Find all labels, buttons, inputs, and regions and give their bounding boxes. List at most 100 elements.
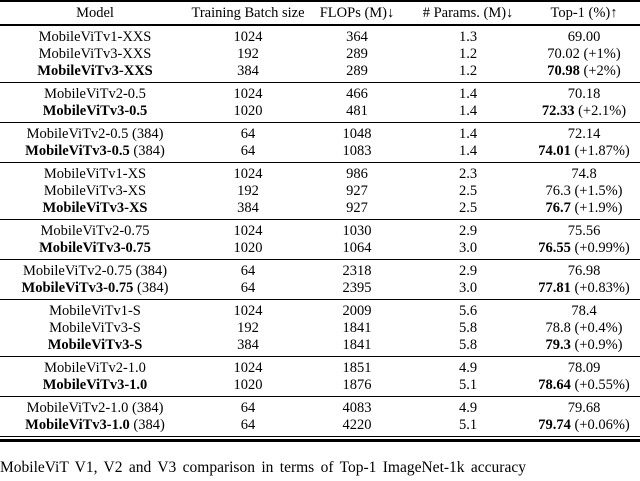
- top1-value: 72.33: [541, 102, 575, 119]
- cell-top1: 74.01 (+1.87%): [528, 143, 640, 163]
- cell-model: MobileViTv3-0.75: [0, 240, 190, 260]
- cell-batch-size: 1020: [233, 102, 263, 119]
- top1-value: 76.98: [567, 262, 601, 279]
- top1-value: 75.56: [567, 222, 601, 239]
- cell-model: MobileViTv3-0.75 (384): [0, 280, 190, 300]
- cell-params: 3.0: [458, 279, 478, 296]
- col-header-top1: Top-1 (%)↑: [550, 4, 618, 21]
- cell-flops: 1841: [342, 336, 372, 353]
- table-row: MobileViTv3-XXS 192 289 1.2 70.02 (+1%): [0, 46, 640, 63]
- model-name: MobileViTv2-0.75: [40, 222, 150, 239]
- cell-model: MobileViTv2-0.5: [0, 83, 190, 103]
- cell-top1: 70.18: [528, 83, 640, 103]
- cell-params: 5.1: [458, 416, 478, 433]
- model-name: MobileViTv3-S: [49, 319, 141, 336]
- model-name: MobileViTv2-1.0: [26, 399, 129, 416]
- header-row: Model Training Batch size FLOPs (M)↓ # P…: [0, 1, 640, 25]
- cell-params: 1.4: [458, 125, 478, 142]
- cell-flops: 2395: [342, 279, 372, 296]
- table-row: MobileViTv3-0.75 (384) 64 2395 3.0 77.81 (+0…: [0, 280, 640, 300]
- top1-delta: (+1.87%): [570, 142, 630, 159]
- col-header-model: Model: [76, 4, 114, 21]
- cell-model: MobileViTv1-XXS: [0, 25, 190, 46]
- top1-value: 70.98: [547, 62, 580, 79]
- cell-model: MobileViTv3-S: [0, 320, 190, 337]
- model-name: MobileViTv2-0.75: [22, 262, 133, 279]
- table-header: Model Training Batch size FLOPs (M)↓ # P…: [0, 1, 640, 25]
- model-name: MobileViTv2-0.5: [26, 125, 129, 142]
- table-row: MobileViTv3-S 384 1841 5.8 79.3 (+0.9%): [0, 337, 640, 357]
- table-row: MobileViTv3-0.5 1020 481 1.4 72.33 (+2.1%): [0, 103, 640, 123]
- cell-batch-size: 192: [237, 45, 259, 62]
- model-resolution-suffix: (384): [133, 279, 169, 296]
- model-name: MobileViTv3-XS: [42, 199, 148, 216]
- top1-delta: (+0.06%): [570, 416, 630, 433]
- top1-value: 70.02: [547, 45, 580, 62]
- top1-delta: (+1%): [579, 45, 621, 62]
- cell-top1: 72.14: [528, 123, 640, 143]
- cell-top1: 76.98: [528, 260, 640, 280]
- cell-batch-size: 384: [237, 336, 259, 353]
- top1-delta: (+0.4%): [570, 319, 623, 336]
- cell-params: 5.1: [458, 376, 478, 393]
- cell-batch-size: 384: [237, 62, 259, 79]
- top1-delta: (+0.83%): [570, 279, 630, 296]
- table-group-8: MobileViTv2-1.0 1024 1851 4.9 78.09 MobileViT…: [0, 357, 640, 397]
- cell-model: MobileViTv3-XXS: [0, 46, 190, 63]
- cell-top1: 76.55 (+0.99%): [528, 240, 640, 260]
- table-row: MobileViTv3-XXS 384 289 1.2 70.98 (+2%): [0, 63, 640, 83]
- model-name: MobileViTv3-0.75: [39, 239, 151, 256]
- model-name: MobileViTv3-0.75: [21, 279, 134, 296]
- table-caption: MobileViT V1, V2 and V3 comparison in te…: [0, 458, 526, 476]
- top1-value: 69.00: [567, 28, 601, 45]
- top1-value: 78.64: [538, 376, 571, 393]
- model-name: MobileViTv3-S: [47, 336, 143, 353]
- table-row: MobileViTv3-S 192 1841 5.8 78.8 (+0.4%): [0, 320, 640, 337]
- cell-params: 1.2: [458, 62, 478, 79]
- cell-batch-size: 1020: [233, 239, 263, 256]
- model-resolution-suffix: (384): [129, 416, 165, 433]
- cell-params: 4.9: [458, 399, 478, 416]
- table-row: MobileViTv2-0.75 (384) 64 2318 2.9 76.98: [0, 260, 640, 280]
- cell-top1: 79.68: [528, 397, 640, 417]
- cell-params: 2.5: [458, 182, 478, 199]
- cell-params: 5.6: [458, 302, 478, 319]
- cell-params: 1.2: [458, 45, 478, 62]
- cell-batch-size: 1020: [233, 376, 263, 393]
- top1-value: 74.01: [538, 142, 571, 159]
- cell-model: MobileViTv2-0.75 (384): [0, 260, 190, 280]
- cell-batch-size: 64: [240, 399, 256, 416]
- table-row: MobileViTv3-XS 384 927 2.5 76.7 (+1.9%): [0, 200, 640, 220]
- cell-flops: 2009: [342, 302, 372, 319]
- cell-top1: 70.98 (+2%): [528, 63, 640, 83]
- col-header-flops: FLOPs (M)↓: [319, 4, 395, 21]
- cell-top1: 75.56: [528, 220, 640, 240]
- cell-params: 1.4: [458, 102, 478, 119]
- cell-flops: 927: [346, 199, 368, 216]
- model-name: MobileViTv3-0.5: [25, 142, 130, 159]
- model-resolution-suffix: (384): [128, 125, 164, 142]
- model-resolution-suffix: (384): [132, 262, 168, 279]
- cell-model: MobileViTv2-1.0: [0, 357, 190, 377]
- cell-model: MobileViTv3-0.5 (384): [0, 143, 190, 163]
- cell-top1: 70.02 (+1%): [528, 46, 640, 63]
- table-row: MobileViTv3-0.75 1020 1064 3.0 76.55 (+0.99%…: [0, 240, 640, 260]
- cell-model: MobileViTv3-S: [0, 337, 190, 357]
- cell-model: MobileViTv3-0.5: [0, 103, 190, 123]
- cell-batch-size: 64: [240, 142, 256, 159]
- cell-flops: 1841: [342, 319, 372, 336]
- cell-params: 1.4: [458, 142, 478, 159]
- model-name: MobileViTv3-1.0: [42, 376, 148, 393]
- col-header-params: # Params. (M)↓: [422, 4, 514, 21]
- cell-batch-size: 64: [240, 279, 256, 296]
- cell-top1: 76.3 (+1.5%): [528, 183, 640, 200]
- cell-batch-size: 192: [237, 319, 259, 336]
- table-row: MobileViTv3-1.0 (384) 64 4220 5.1 79.74 (+0.…: [0, 417, 640, 437]
- top1-value: 76.3: [545, 182, 571, 199]
- cell-batch-size: 384: [237, 199, 259, 216]
- model-name: MobileViTv1-XS: [43, 165, 147, 182]
- cell-model: MobileViTv3-1.0: [0, 377, 190, 397]
- top1-delta: (+0.55%): [570, 376, 630, 393]
- cell-top1: 78.64 (+0.55%): [528, 377, 640, 397]
